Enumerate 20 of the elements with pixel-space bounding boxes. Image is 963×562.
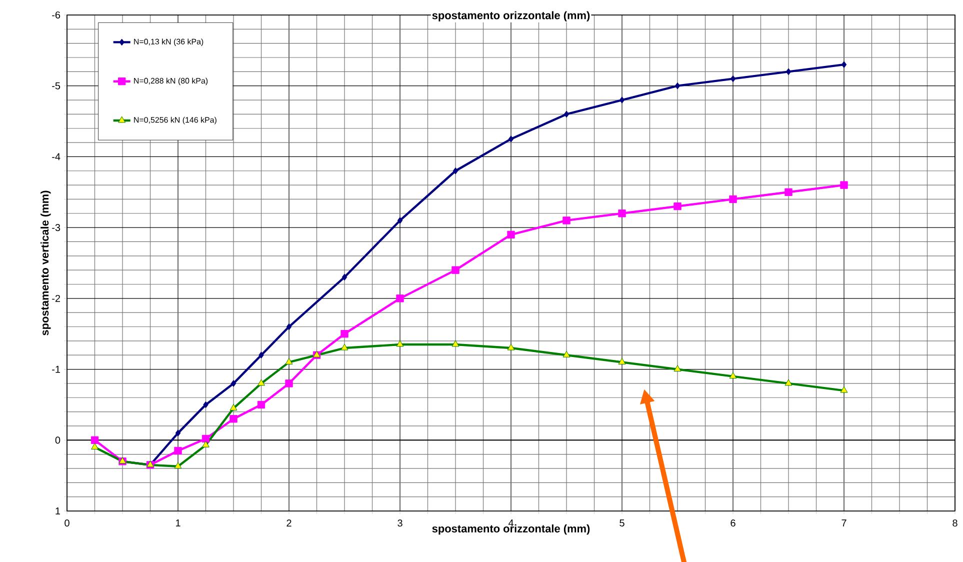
y-tick-label: -6 [52,11,60,19]
x-tick-label: 0 [64,519,70,527]
x-tick-label: 1 [176,519,180,526]
x-tick-label: 8 [952,519,958,527]
x-tick-label: 2 [286,519,292,526]
x-tick-label: 4 [508,519,514,526]
y-tick-label: -2 [52,294,60,302]
x-tick-label: 7 [842,519,846,526]
x-tick-label: 3 [398,519,402,527]
y-tick-label: -3 [52,224,60,232]
y-tick-label: -1 [52,366,60,373]
y-axis-title: spostamento verticale (mm) [40,190,51,336]
x-tick-label: 6 [730,519,736,527]
chart-title: spostamento orizzontale (mm) [432,11,590,22]
x-tick-label: 5 [620,519,624,526]
y-tick-label: 0 [55,436,60,444]
y-tick-label: 1 [56,508,60,514]
y-tick-label: -4 [52,153,60,160]
y-tick-label: -5 [52,82,60,90]
x-axis-title: spostamento orizzontale (mm) [432,524,590,535]
